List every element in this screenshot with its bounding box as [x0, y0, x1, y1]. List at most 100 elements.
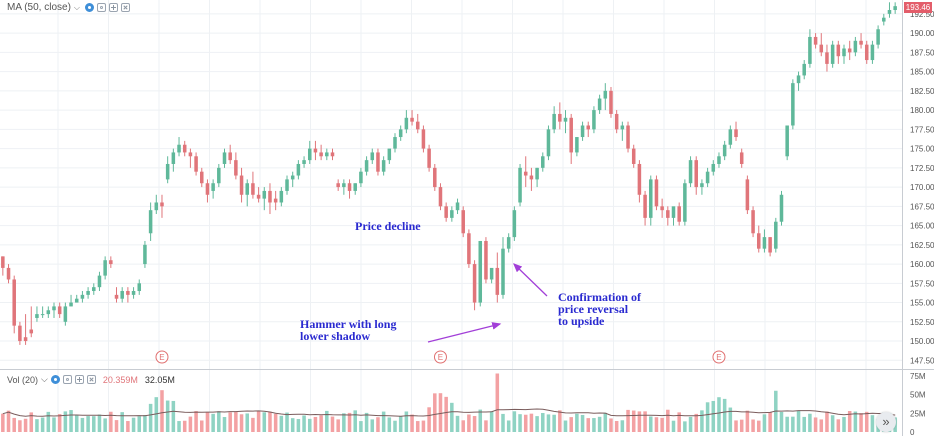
price-axis-label: 150.00 [910, 337, 934, 346]
candle [6, 264, 11, 284]
chevron-down-icon[interactable]: ⌵ [73, 2, 80, 12]
candle [302, 156, 306, 168]
eye-icon[interactable] [85, 3, 94, 12]
volume-bar [819, 419, 824, 432]
volume-bar [677, 412, 681, 432]
candle-body [688, 160, 693, 184]
candle-body [57, 306, 62, 315]
candle-body [631, 148, 636, 164]
volume-bar [700, 410, 704, 432]
candle [80, 291, 85, 303]
candle [461, 206, 465, 238]
volume-axis-label: 50M [910, 391, 926, 400]
gear-icon[interactable] [62, 375, 72, 384]
volume-bar [779, 412, 784, 432]
candle-body [842, 48, 846, 57]
candle [603, 83, 608, 111]
candle-body [637, 163, 642, 195]
candle [751, 206, 755, 238]
add-icon[interactable] [74, 375, 84, 384]
candle-body [853, 40, 858, 53]
candle-body [188, 152, 193, 157]
candle-body [234, 160, 238, 176]
close-icon[interactable] [121, 3, 130, 12]
candle [734, 121, 738, 141]
volume-bar [336, 419, 340, 432]
eye-icon[interactable] [50, 375, 60, 384]
gear-icon[interactable] [97, 3, 106, 12]
volume-bar [603, 412, 608, 432]
chevron-down-icon[interactable]: ⌵ [41, 374, 48, 384]
volume-bar [666, 409, 670, 432]
price-axis-label: 165.00 [910, 222, 934, 231]
price-axis-label: 175.00 [910, 145, 934, 154]
candle [614, 110, 619, 134]
candle [722, 140, 727, 161]
candle [438, 183, 443, 211]
candle [592, 106, 596, 134]
candle [802, 60, 806, 80]
volume-bar [256, 410, 261, 432]
volume-bar [859, 413, 863, 432]
volume-bar [63, 411, 68, 432]
candle [336, 179, 340, 191]
candle [245, 179, 249, 207]
candle-body [194, 156, 198, 172]
volume-bar [353, 410, 357, 432]
candle [586, 121, 591, 138]
volume-bar [285, 412, 289, 432]
volume-bar [501, 413, 505, 432]
candle-body [296, 163, 301, 176]
candle-body [421, 129, 426, 149]
candle [239, 167, 244, 203]
candle-body [165, 163, 170, 180]
candle-body [592, 110, 596, 130]
candle-body [313, 148, 318, 153]
close-icon[interactable] [86, 375, 96, 384]
scroll-to-realtime-button[interactable]: » [876, 412, 896, 432]
candle-body [626, 125, 630, 149]
candle-body [893, 6, 897, 11]
volume-value: 20.359M [102, 374, 138, 385]
candle [200, 167, 204, 188]
candle-body [739, 152, 744, 164]
candle [359, 167, 363, 188]
candle [705, 167, 710, 188]
candle-body [887, 10, 892, 14]
candle [171, 148, 176, 172]
candle [194, 152, 198, 176]
ma-legend[interactable]: MA (50, close) ⌵ [7, 2, 130, 13]
candle [52, 302, 56, 318]
candle [768, 237, 772, 257]
candle [381, 156, 386, 176]
candle [876, 25, 880, 49]
volume-bar [330, 416, 335, 432]
candle [353, 183, 357, 195]
volume-bar [313, 416, 318, 432]
volume-bar [347, 412, 352, 432]
volume-bar [177, 421, 181, 432]
candle-body [285, 179, 289, 191]
candle [444, 202, 448, 222]
candle [131, 287, 136, 299]
volume-bar [228, 412, 232, 432]
price-axis-label: 177.50 [910, 125, 934, 134]
volume-bar [756, 420, 761, 432]
add-icon[interactable] [109, 3, 118, 12]
candle [285, 175, 289, 195]
volume-bar [296, 419, 301, 432]
volume-bar [364, 412, 369, 432]
candle-body [273, 198, 278, 203]
price-axis-label: 167.50 [910, 202, 934, 211]
candle-body [46, 310, 51, 315]
candle-body [205, 183, 210, 195]
candle-body [478, 240, 483, 303]
volume-legend[interactable]: Vol (20) ⌵ 20.359M 32.05M [7, 374, 175, 385]
candle-body [876, 29, 880, 45]
candle-body [580, 125, 585, 138]
volume-bar [518, 414, 522, 432]
volume-bar [745, 410, 750, 432]
candle [228, 144, 232, 164]
